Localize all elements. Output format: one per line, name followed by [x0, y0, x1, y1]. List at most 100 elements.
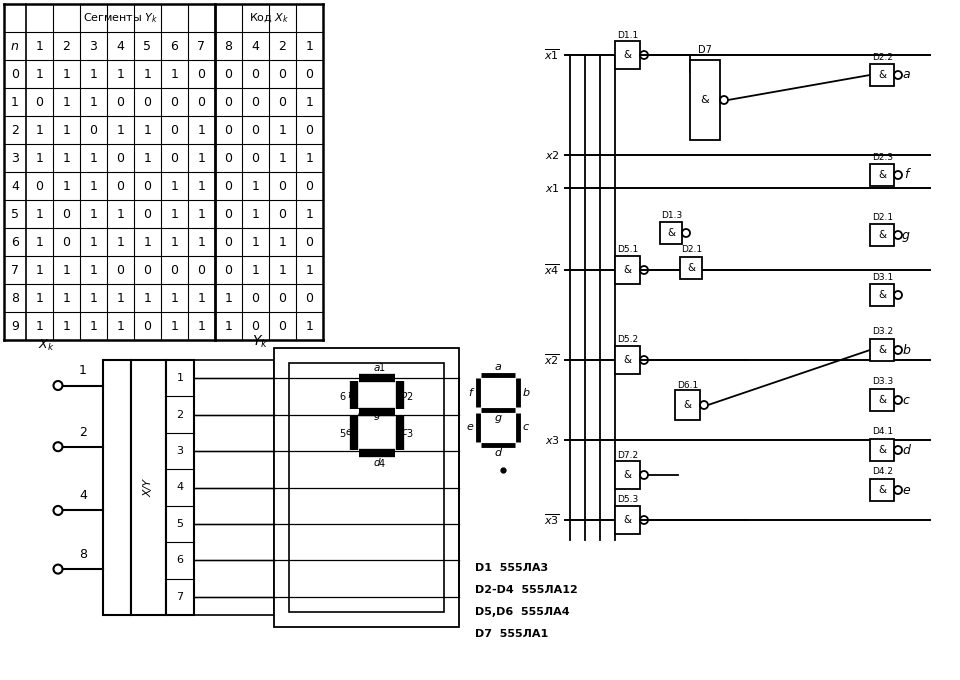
Text: 0: 0: [116, 180, 125, 192]
Text: 4: 4: [79, 490, 87, 503]
Text: &: &: [878, 230, 886, 240]
Text: &: &: [878, 445, 886, 455]
Bar: [870, 439, 894, 461]
Text: 8: 8: [79, 548, 87, 561]
Text: 1: 1: [305, 39, 313, 52]
Text: 1: 1: [278, 263, 286, 277]
Text: 1: 1: [89, 263, 97, 277]
Text: b: b: [522, 388, 530, 398]
Text: 0: 0: [278, 95, 286, 109]
Text: 1: 1: [305, 263, 313, 277]
Text: 0: 0: [62, 207, 70, 220]
Text: 4: 4: [116, 39, 125, 52]
Text: 1: 1: [62, 292, 70, 305]
Text: 0: 0: [305, 235, 314, 248]
Text: 0: 0: [278, 207, 286, 220]
Text: &: &: [701, 95, 709, 105]
Text: 0: 0: [278, 320, 286, 333]
Text: 1: 1: [378, 363, 385, 373]
Text: D2.3: D2.3: [873, 152, 894, 162]
Text: 4: 4: [378, 459, 385, 469]
Text: &: &: [667, 228, 675, 238]
Text: 1: 1: [144, 67, 152, 80]
Text: 0: 0: [225, 180, 232, 192]
Text: 1: 1: [171, 320, 179, 333]
Text: g: g: [494, 413, 501, 423]
Text: 1: 1: [36, 152, 43, 165]
Text: 0: 0: [143, 180, 152, 192]
Text: 3: 3: [89, 39, 97, 52]
Text: 0: 0: [278, 67, 286, 80]
Text: 0: 0: [62, 235, 70, 248]
Text: 1: 1: [198, 152, 205, 165]
Text: 1: 1: [305, 152, 313, 165]
Text: 1: 1: [89, 67, 97, 80]
Text: 0: 0: [143, 320, 152, 333]
Text: &: &: [878, 485, 886, 495]
Text: 0: 0: [305, 124, 314, 137]
Text: 1: 1: [116, 235, 125, 248]
Text: 1: 1: [225, 320, 232, 333]
Text: 1: 1: [252, 180, 259, 192]
Text: 1: 1: [252, 207, 259, 220]
Text: 5: 5: [340, 429, 346, 439]
Text: 7: 7: [198, 39, 205, 52]
Text: D1.1: D1.1: [617, 31, 638, 39]
Text: 0: 0: [252, 152, 259, 165]
Text: &: &: [878, 290, 886, 300]
Bar: [870, 224, 894, 246]
Text: D2.1: D2.1: [873, 212, 894, 222]
Text: 1: 1: [198, 124, 205, 137]
Text: 6: 6: [177, 556, 183, 565]
Text: 2: 2: [177, 409, 183, 420]
Text: 1: 1: [144, 152, 152, 165]
Text: D3.1: D3.1: [873, 273, 894, 282]
Text: $n$: $n$: [11, 39, 19, 52]
Text: 1: 1: [36, 39, 43, 52]
Text: 1: 1: [171, 67, 179, 80]
Text: $x1$: $x1$: [545, 182, 560, 194]
Text: 0: 0: [252, 67, 259, 80]
Text: 0: 0: [36, 180, 43, 192]
Text: 1: 1: [144, 124, 152, 137]
Text: &: &: [623, 355, 632, 365]
Text: 1: 1: [225, 292, 232, 305]
Text: 1: 1: [144, 235, 152, 248]
Text: D7: D7: [698, 45, 712, 55]
Text: 0: 0: [225, 95, 232, 109]
Text: 1: 1: [116, 320, 125, 333]
Text: 5: 5: [177, 519, 183, 529]
Bar: [870, 479, 894, 501]
Text: 0: 0: [278, 292, 286, 305]
Text: 1: 1: [62, 152, 70, 165]
Text: 2: 2: [79, 426, 87, 439]
Text: $x2$: $x2$: [545, 149, 560, 161]
Text: 1: 1: [36, 235, 43, 248]
Text: 0: 0: [305, 292, 314, 305]
Text: D7.2: D7.2: [617, 450, 638, 460]
Text: e: e: [467, 422, 473, 432]
Bar: [870, 339, 894, 361]
Text: 3: 3: [406, 429, 413, 439]
Text: 1: 1: [198, 180, 205, 192]
Text: c: c: [902, 394, 909, 407]
Text: d: d: [373, 458, 380, 468]
Bar: [289, 363, 444, 612]
Text: 1: 1: [171, 180, 179, 192]
Text: D5,D6  555ЛА4: D5,D6 555ЛА4: [475, 607, 569, 617]
Text: 1: 1: [252, 235, 259, 248]
Text: b: b: [400, 390, 407, 400]
Bar: [615, 346, 640, 374]
Text: 1: 1: [305, 95, 313, 109]
Bar: [675, 390, 700, 420]
Text: f: f: [348, 390, 350, 400]
Text: 0: 0: [116, 263, 125, 277]
Text: 0: 0: [225, 263, 232, 277]
Text: 0: 0: [11, 67, 19, 80]
Text: $\overline{x1}$: $\overline{x1}$: [544, 48, 560, 63]
Text: 1: 1: [116, 124, 125, 137]
Bar: [615, 256, 640, 284]
Bar: [870, 284, 894, 306]
Text: 4: 4: [252, 39, 259, 52]
Text: 1: 1: [305, 207, 313, 220]
